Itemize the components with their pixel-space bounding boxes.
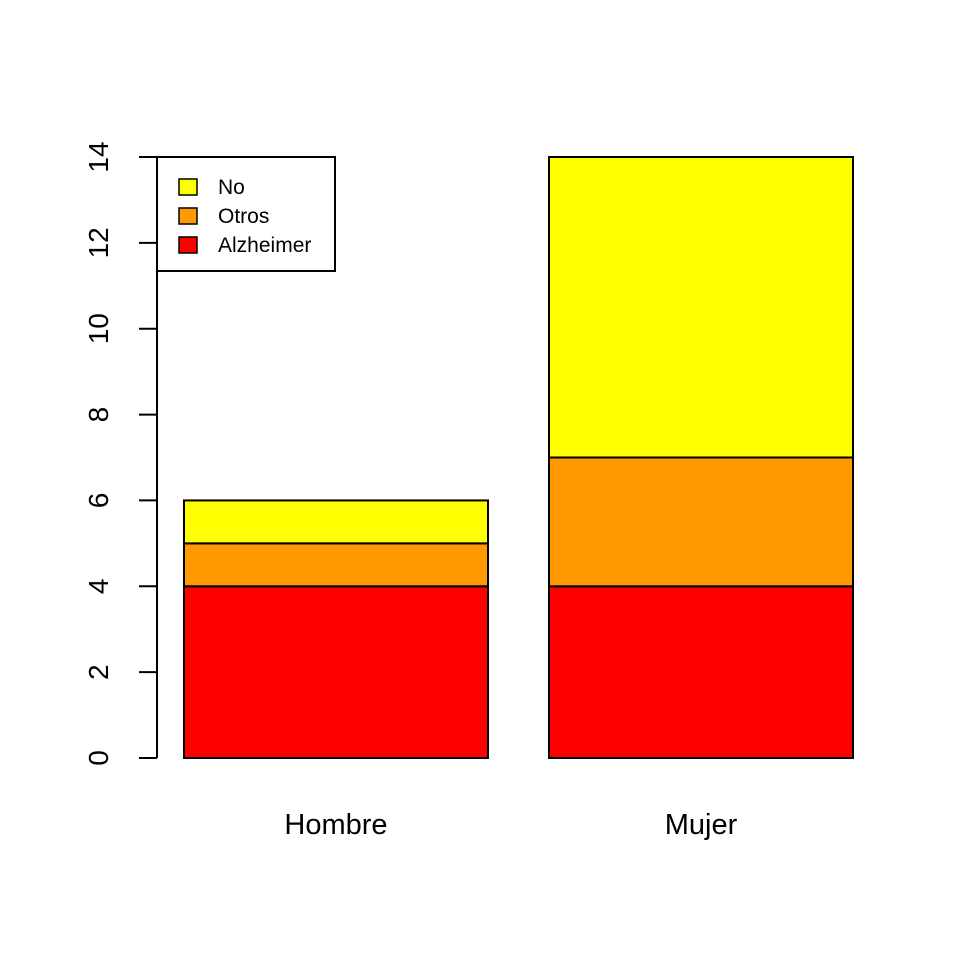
x-axis-labels: Hombre Mujer	[284, 809, 737, 841]
bar-segment-mujer-otros	[548, 456, 854, 588]
y-tick-label: 0	[83, 750, 114, 766]
y-tick-label: 4	[83, 578, 114, 594]
legend-label-no: No	[218, 176, 245, 199]
bar-segment-hombre-no	[183, 499, 489, 545]
bar-segment-mujer-alzheimer	[548, 585, 854, 759]
y-tick-label: 6	[83, 493, 114, 509]
bar-segment-mujer-no	[548, 156, 854, 459]
legend: No Otros Alzheimer	[156, 156, 336, 272]
y-tick-label: 2	[83, 664, 114, 680]
legend-label-otros: Otros	[218, 205, 269, 228]
y-tick-label: 8	[83, 407, 114, 423]
bar-segment-hombre-alzheimer	[183, 585, 489, 759]
y-axis: 0 2 4 6 8 10 12 14	[83, 141, 158, 766]
legend-swatch-no	[178, 178, 198, 196]
legend-swatch-alzheimer	[178, 236, 198, 254]
y-tick-label: 14	[83, 141, 114, 172]
x-category-label: Mujer	[665, 809, 738, 841]
bar-segment-hombre-otros	[183, 542, 489, 588]
y-tick-label: 10	[83, 313, 114, 344]
x-category-label: Hombre	[284, 809, 387, 841]
bars-group	[183, 156, 854, 759]
legend-swatch-otros	[178, 207, 198, 225]
y-tick-label: 12	[83, 227, 114, 258]
legend-label-alzheimer: Alzheimer	[218, 234, 311, 257]
